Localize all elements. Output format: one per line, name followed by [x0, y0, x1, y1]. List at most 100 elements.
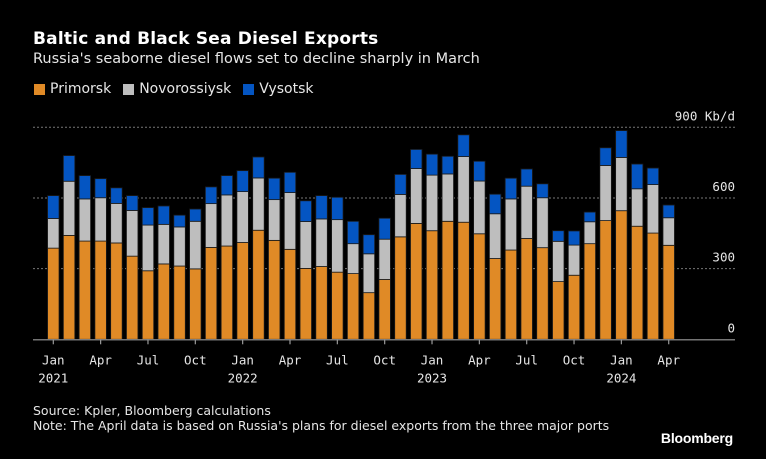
bar-stack — [520, 168, 533, 340]
bar-primorsk — [236, 242, 249, 340]
bar-primorsk — [646, 232, 660, 340]
bar-stack — [346, 220, 360, 340]
bar-vysotsk — [315, 195, 328, 220]
legend-swatch-primorsk — [34, 83, 45, 95]
bar-novorossiysk — [157, 223, 170, 265]
bar-novorossiysk — [425, 174, 439, 232]
bar-novorossiysk — [362, 253, 376, 294]
bar-novorossiysk — [110, 202, 123, 244]
x-tick-label-year: 2022 — [228, 370, 258, 385]
bar-novorossiysk — [173, 226, 186, 267]
chart-subtitle: Russia's seaborne diesel flows set to de… — [33, 51, 480, 67]
bar-novorossiysk — [283, 192, 297, 250]
bar-stack — [331, 196, 344, 340]
bar-novorossiysk — [141, 224, 155, 272]
bar-primorsk — [362, 292, 376, 340]
bar-novorossiysk — [315, 218, 328, 267]
bar-vysotsk — [599, 147, 612, 166]
bar-novorossiysk — [394, 194, 407, 238]
bar-primorsk — [552, 281, 565, 340]
bar-vysotsk — [410, 149, 423, 169]
bar-vysotsk — [47, 195, 60, 219]
bar-vysotsk — [394, 174, 407, 195]
bar-vysotsk — [204, 186, 218, 205]
bar-stack — [126, 195, 139, 340]
bar-stack — [283, 171, 297, 340]
bar-novorossiysk — [331, 219, 344, 273]
bar-vysotsk — [346, 220, 360, 245]
x-axis-labels: Jan 2021 Apr Jul Oct Jan 2022 Apr Jul Oct Jan 2023 A… — [38, 352, 680, 385]
footnote: Note: The April data is based on Russia'… — [33, 418, 610, 433]
bar-novorossiysk — [662, 217, 675, 246]
bar-primorsk — [378, 279, 391, 340]
legend-item-vysotsk: Vysotsk — [243, 81, 314, 97]
bar-vysotsk — [646, 167, 660, 185]
bar-stack — [378, 217, 391, 340]
bar-stack — [488, 193, 502, 340]
bar-stack — [94, 178, 107, 340]
bar-stack — [268, 177, 281, 340]
bar-vysotsk — [110, 187, 123, 204]
bar-vysotsk — [126, 195, 139, 211]
bar-vysotsk — [473, 160, 486, 182]
bar-stack — [62, 155, 76, 340]
bar-vysotsk — [78, 175, 92, 200]
bar-stack — [473, 160, 486, 340]
bar-primorsk — [394, 236, 407, 340]
bar-vysotsk — [615, 130, 628, 158]
x-axis — [33, 339, 735, 345]
bar-novorossiysk — [126, 210, 139, 257]
bar-primorsk — [189, 268, 202, 340]
bar-stack — [362, 234, 376, 340]
bar-primorsk — [331, 271, 344, 340]
bar-vysotsk — [378, 217, 391, 240]
x-tick-label-month: Apr — [657, 352, 680, 367]
legend-swatch-vysotsk — [243, 83, 255, 95]
bar-vysotsk — [331, 196, 344, 221]
legend-label-primorsk: Primorsk — [50, 81, 112, 97]
bar-stack — [441, 155, 454, 340]
bar-stack — [425, 153, 439, 340]
x-tick-label-month: Apr — [468, 352, 491, 367]
bar-primorsk — [252, 229, 265, 340]
bar-stack — [536, 183, 549, 340]
bar-primorsk — [536, 247, 549, 340]
bar-stack — [410, 149, 423, 340]
bar-novorossiysk — [615, 157, 628, 212]
bar-stack — [615, 130, 628, 340]
bar-vysotsk — [583, 211, 596, 223]
bar-stack — [599, 147, 612, 340]
bar-stack — [236, 170, 249, 340]
x-tick-label-month: Jan — [421, 352, 444, 367]
bar-vysotsk — [631, 163, 644, 190]
y-axis-labels: 0 300 600 900 Kb/d — [675, 108, 735, 335]
bar-novorossiysk — [646, 184, 660, 234]
x-tick-label-month: Jan — [231, 352, 254, 367]
bar-stack — [141, 207, 155, 340]
bar-stack — [78, 175, 92, 340]
bar-novorossiysk — [299, 221, 312, 269]
x-tick-label-month: Apr — [89, 352, 112, 367]
bar-vysotsk — [362, 234, 376, 255]
bar-vysotsk — [441, 155, 454, 175]
bar-primorsk — [47, 247, 60, 340]
bar-primorsk — [488, 258, 502, 340]
bar-stack — [252, 156, 265, 340]
x-tick-label-year: 2024 — [606, 370, 636, 385]
bar-novorossiysk — [236, 191, 249, 243]
bar-stack — [189, 208, 202, 340]
legend-label-novorossiysk: Novorossiysk — [139, 81, 232, 97]
bar-primorsk — [268, 239, 281, 340]
bar-stack — [110, 187, 123, 340]
bar-stack — [457, 134, 470, 340]
bar-vysotsk — [662, 204, 675, 219]
bar-novorossiysk — [78, 198, 92, 242]
bar-stack — [220, 175, 234, 340]
bar-primorsk — [346, 273, 360, 340]
y-tick-label: 300 — [712, 250, 735, 265]
x-tick-label-month: Oct — [184, 352, 207, 367]
bar-primorsk — [204, 247, 218, 340]
bar-vysotsk — [425, 153, 439, 176]
bar-primorsk — [141, 270, 155, 340]
bar-novorossiysk — [504, 198, 518, 251]
